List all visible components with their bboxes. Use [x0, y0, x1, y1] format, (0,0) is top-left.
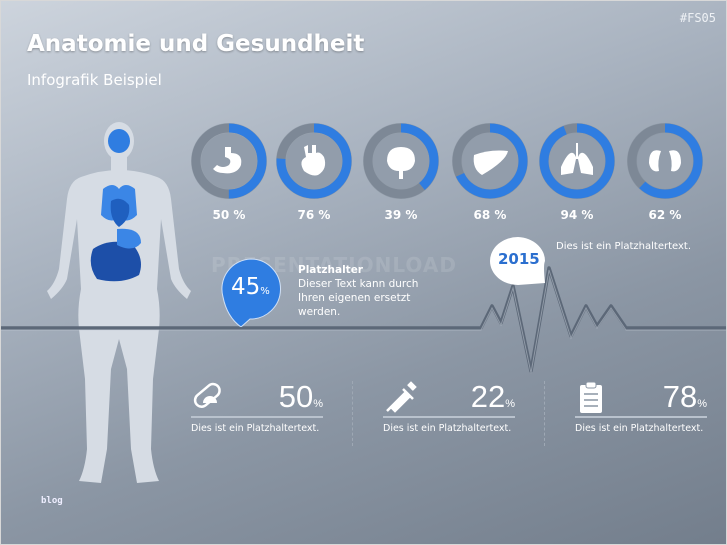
brain-organ: [108, 129, 130, 153]
percent-pin-marker: [221, 258, 281, 327]
divider: [544, 381, 545, 446]
stat-block: 78% Dies ist ein Platzhaltertext.: [575, 379, 707, 439]
organ-percent: 50 %: [212, 208, 246, 222]
syringe-icon: [386, 381, 417, 413]
stat-text: Dies ist ein Platzhaltertext.: [575, 423, 704, 434]
stat-text: Dies ist ein Platzhaltertext.: [191, 423, 320, 434]
kidneys-icon: [649, 150, 681, 172]
callout-line: Ihren eigenen ersetzt: [298, 292, 411, 304]
liver-icon: [473, 150, 508, 175]
stat-value: 78%: [662, 379, 707, 414]
stomach-icon: [213, 147, 242, 174]
organ-percent: 94 %: [560, 208, 594, 222]
organ-donut: [539, 123, 615, 199]
organ-donut: [452, 123, 528, 199]
page-subtitle: Infografik Beispiel: [27, 71, 162, 89]
donut-fill: [363, 123, 439, 199]
donut-fill: [627, 123, 703, 199]
stat-value: 50%: [278, 379, 323, 414]
callout-title: Platzhalter: [298, 264, 363, 276]
stat-block: 22% Dies ist ein Platzhaltertext.: [383, 379, 515, 439]
organ-donut: [191, 123, 267, 199]
organ-percent: 39 %: [384, 208, 418, 222]
stomach-organ: [117, 228, 141, 249]
stat-value: 22%: [470, 379, 515, 414]
stat-rule: [191, 416, 323, 418]
lungs-icon: [561, 143, 593, 175]
heart-organ: [110, 198, 130, 227]
page-title: Anatomie und Gesundheit: [27, 31, 365, 57]
stat-rule: [575, 416, 707, 418]
heart-icon: [301, 145, 326, 176]
donut-fill: [452, 123, 528, 199]
stat-block: 50% Dies ist ein Platzhaltertext.: [191, 379, 323, 439]
organ-donut-row: [191, 123, 703, 199]
clipboard-icon: [580, 381, 602, 413]
brain-icon: [387, 147, 415, 179]
organ-donut: [276, 123, 352, 199]
stat-rule: [383, 416, 515, 418]
footer-logo: blog: [41, 496, 63, 506]
divider: [352, 381, 353, 446]
callout-line: Dieser Text kann durch: [298, 278, 419, 290]
callout-text: Platzhalter Dieser Text kann durch Ihren…: [298, 263, 418, 319]
donut-fill: [191, 123, 267, 199]
stat-text: Dies ist ein Platzhaltertext.: [383, 423, 512, 434]
donut-fill: [276, 123, 352, 199]
organ-percent: 62 %: [648, 208, 682, 222]
intestines-organ: [90, 241, 141, 282]
callout-line: werden.: [298, 306, 341, 318]
pill-icon: [193, 382, 221, 408]
donut-fill: [539, 123, 615, 199]
organ-donut: [627, 123, 703, 199]
slide-tag: #FS05: [679, 11, 716, 25]
organ-donut: [363, 123, 439, 199]
year-text: Dies ist ein Platzhaltertext.: [556, 241, 692, 252]
organ-percent: 68 %: [473, 208, 507, 222]
organ-percent: 76 %: [297, 208, 331, 222]
year-label: 2015: [498, 250, 540, 268]
heartbeat-line: [1, 266, 726, 374]
year-bubble: [490, 237, 545, 285]
callout-value: 45%: [231, 274, 270, 300]
